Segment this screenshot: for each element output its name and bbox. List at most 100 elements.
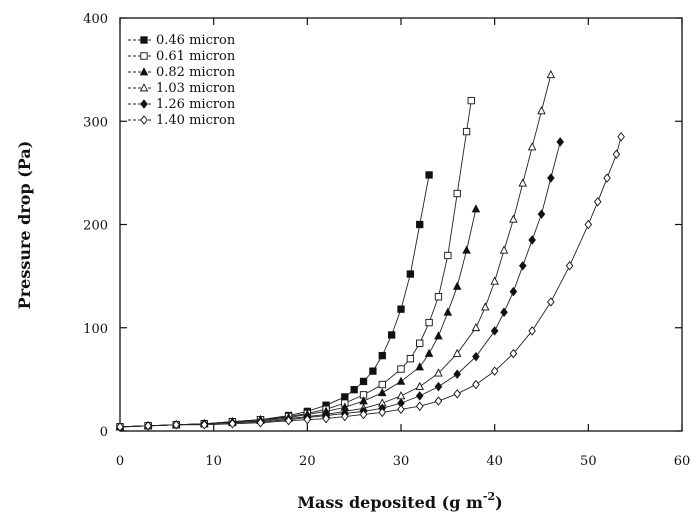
legend-label: 1.03 micron (156, 81, 236, 96)
data-point (499, 245, 509, 254)
data-point (387, 331, 396, 339)
data-point (509, 286, 518, 297)
data-point (434, 396, 443, 406)
y-axis-label: Pressure drop (Pa) (15, 141, 34, 310)
series-group (115, 69, 625, 432)
data-point (172, 420, 180, 430)
x-tick-label: 40 (486, 454, 503, 469)
legend-label: 0.61 micron (156, 49, 236, 64)
data-point (537, 209, 546, 219)
series-6 (116, 132, 625, 432)
data-point (350, 386, 358, 394)
legend-entry: 1.40 micron (128, 113, 236, 128)
data-point (490, 276, 499, 285)
data-point (341, 393, 349, 401)
y-tick-label: 300 (83, 115, 108, 130)
data-point (528, 326, 536, 336)
legend-marker (140, 115, 148, 125)
data-point (415, 362, 424, 371)
data-point (452, 348, 462, 357)
data-point (518, 261, 527, 271)
y-tick-label: 100 (83, 322, 108, 337)
legend-label: 0.82 micron (156, 65, 236, 80)
series-line (119, 100, 472, 428)
data-point (471, 204, 481, 213)
x-tick-label: 10 (205, 454, 222, 469)
data-point (303, 414, 312, 425)
data-point (462, 127, 471, 136)
data-point (397, 365, 405, 373)
data-point (617, 132, 625, 142)
legend-marker (140, 99, 148, 109)
x-axis-label: Mass deposited (g m-2) (297, 490, 502, 512)
data-point (416, 339, 424, 347)
data-point (322, 413, 330, 424)
data-point (434, 381, 443, 392)
data-point (369, 367, 377, 375)
data-point (378, 407, 387, 418)
data-point (378, 351, 386, 360)
data-point (228, 419, 237, 429)
y-tick-label: 0 (100, 425, 108, 440)
data-point (453, 389, 461, 399)
data-point (359, 377, 368, 386)
data-point (453, 189, 461, 198)
data-point (424, 348, 434, 357)
data-point (416, 220, 424, 229)
x-tick-label: 0 (116, 454, 124, 469)
legend-entry: 0.61 micron (128, 49, 236, 64)
legend-label: 1.40 micron (156, 113, 236, 128)
data-point (341, 411, 349, 422)
legend-marker (140, 52, 148, 60)
data-point (116, 422, 124, 432)
data-point (556, 137, 565, 147)
data-point (490, 326, 499, 336)
legend-entry: 1.03 micron (128, 81, 236, 96)
data-point (396, 391, 406, 400)
data-point (537, 106, 546, 115)
data-point (284, 415, 293, 426)
legend-label: 0.46 micron (156, 33, 236, 48)
data-point (509, 348, 518, 359)
legend-marker (140, 36, 148, 44)
legend-entry: 1.26 micron (128, 97, 236, 112)
data-point (359, 409, 368, 420)
x-tick-label: 30 (393, 454, 410, 469)
x-tick-label: 50 (580, 454, 597, 469)
data-point (612, 149, 621, 160)
data-point (481, 302, 490, 311)
data-point (256, 418, 265, 428)
legend-label: 1.26 micron (156, 97, 236, 112)
data-point (396, 376, 406, 385)
data-point (452, 281, 462, 290)
data-point (603, 173, 611, 183)
legend-entry: 0.46 micron (128, 33, 236, 48)
data-point (547, 173, 555, 183)
data-point (415, 401, 424, 411)
data-point (518, 178, 528, 187)
data-point (443, 307, 453, 316)
data-point (490, 366, 499, 376)
data-point (565, 261, 574, 271)
data-point (425, 171, 433, 179)
data-point (397, 404, 405, 415)
data-point (546, 69, 556, 79)
x-axis: 0 10 20 30 40 50 60 (116, 18, 690, 469)
data-point (434, 368, 443, 377)
x-tick-label: 60 (674, 454, 691, 469)
data-point (547, 297, 555, 307)
data-point (593, 197, 602, 207)
data-point (434, 293, 443, 301)
data-point (406, 355, 415, 363)
data-point (528, 235, 536, 245)
data-point (415, 381, 424, 390)
data-point (500, 307, 508, 317)
data-point (200, 420, 209, 430)
data-point (378, 387, 387, 397)
x-tick-label: 20 (299, 454, 316, 469)
data-point (472, 351, 480, 362)
data-point (462, 245, 471, 254)
data-point (406, 270, 415, 278)
